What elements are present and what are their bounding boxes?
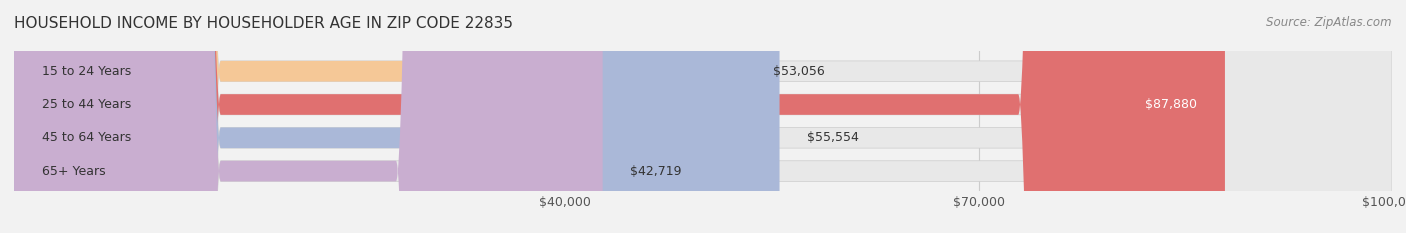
Text: $87,880: $87,880: [1146, 98, 1198, 111]
Text: 45 to 64 Years: 45 to 64 Years: [42, 131, 131, 144]
FancyBboxPatch shape: [14, 0, 1392, 233]
Text: Source: ZipAtlas.com: Source: ZipAtlas.com: [1267, 16, 1392, 29]
FancyBboxPatch shape: [14, 0, 603, 233]
FancyBboxPatch shape: [14, 0, 745, 233]
Text: 65+ Years: 65+ Years: [42, 164, 105, 178]
FancyBboxPatch shape: [14, 0, 1392, 233]
Text: $53,056: $53,056: [773, 65, 824, 78]
Text: $42,719: $42,719: [630, 164, 682, 178]
FancyBboxPatch shape: [14, 0, 1225, 233]
Text: 25 to 44 Years: 25 to 44 Years: [42, 98, 131, 111]
Text: 15 to 24 Years: 15 to 24 Years: [42, 65, 131, 78]
Text: HOUSEHOLD INCOME BY HOUSEHOLDER AGE IN ZIP CODE 22835: HOUSEHOLD INCOME BY HOUSEHOLDER AGE IN Z…: [14, 16, 513, 31]
FancyBboxPatch shape: [14, 0, 779, 233]
FancyBboxPatch shape: [14, 0, 1392, 233]
Text: $55,554: $55,554: [807, 131, 859, 144]
FancyBboxPatch shape: [14, 0, 1392, 233]
